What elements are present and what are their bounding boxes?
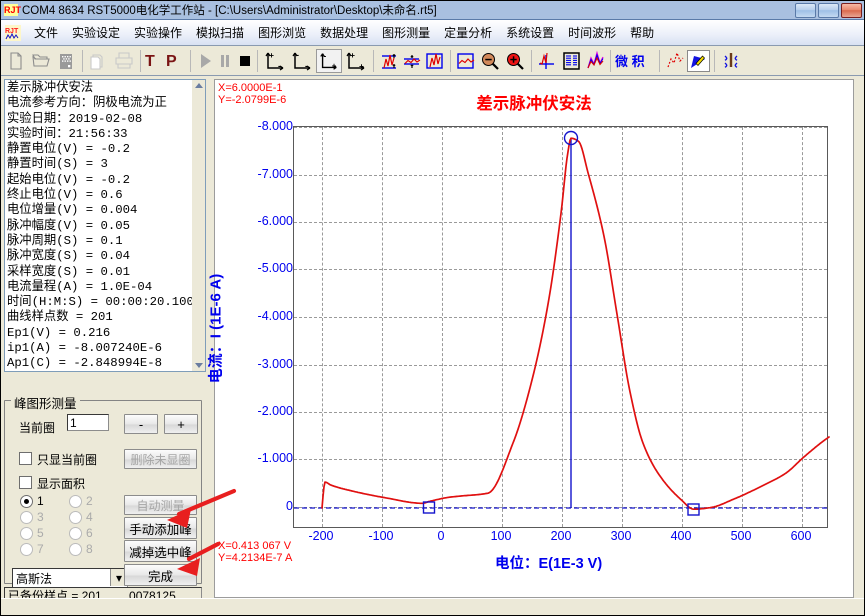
svg-text:+: + (269, 50, 274, 60)
svg-text:+: + (350, 50, 355, 60)
svg-text:微 积: 微 积 (615, 54, 645, 69)
svg-text:P: P (166, 53, 177, 70)
svg-text:-: - (296, 50, 299, 60)
svg-text:-: - (278, 61, 281, 71)
svg-text:-: - (324, 51, 327, 60)
svg-text:+: + (332, 61, 337, 70)
svg-text:T: T (145, 53, 155, 70)
svg-text:-: - (305, 61, 308, 71)
svg-text:+: + (359, 61, 364, 71)
